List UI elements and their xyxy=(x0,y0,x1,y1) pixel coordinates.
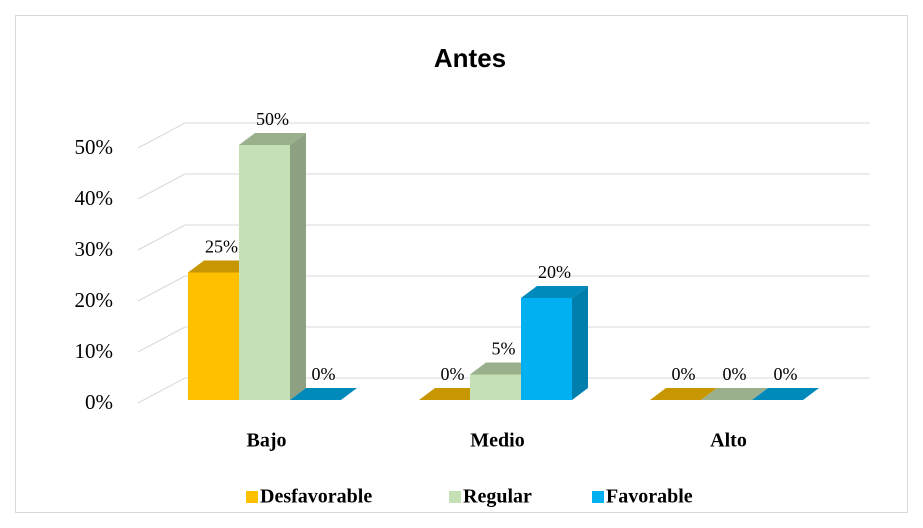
value-label: 0% xyxy=(312,364,336,384)
chart-border xyxy=(15,15,908,513)
bar-top xyxy=(419,388,486,400)
legend-label: Desfavorable xyxy=(260,486,372,508)
bar-top xyxy=(470,362,537,375)
value-label: 50% xyxy=(256,109,289,129)
x-tick-label: Bajo xyxy=(247,430,287,452)
bar-top xyxy=(290,388,357,400)
chart-title: Antes xyxy=(434,43,506,73)
grid-line xyxy=(137,275,186,302)
value-label: 20% xyxy=(538,262,571,282)
bar-side xyxy=(572,286,588,400)
bar xyxy=(470,374,521,400)
bar-top xyxy=(521,286,588,298)
value-label: 0% xyxy=(774,364,798,384)
legend-swatch xyxy=(449,491,461,503)
bar-side xyxy=(290,133,306,400)
bar-top xyxy=(752,388,819,400)
bar-top xyxy=(701,388,768,400)
y-tick-label: 40% xyxy=(75,186,114,210)
grid-line xyxy=(137,377,186,404)
bar xyxy=(521,298,572,400)
value-label: 25% xyxy=(205,237,238,257)
value-label: 5% xyxy=(492,339,516,359)
legend-label: Favorable xyxy=(606,486,693,508)
y-tick-label: 20% xyxy=(75,288,114,312)
bar xyxy=(188,272,239,400)
legend-swatch xyxy=(592,491,604,503)
y-tick-label: 30% xyxy=(75,237,114,261)
grid-line xyxy=(137,326,186,353)
bar-top xyxy=(239,133,306,145)
bar-top xyxy=(650,388,717,400)
value-label: 0% xyxy=(672,364,696,384)
y-tick-label: 50% xyxy=(75,135,114,159)
legend-label: Regular xyxy=(463,486,532,508)
x-tick-label: Alto xyxy=(710,430,747,452)
y-tick-label: 0% xyxy=(85,390,113,414)
value-label: 0% xyxy=(441,364,465,384)
y-tick-label: 10% xyxy=(75,339,114,363)
grid-line xyxy=(137,122,186,149)
value-label: 0% xyxy=(723,364,747,384)
bar xyxy=(239,145,290,400)
legend-swatch xyxy=(246,491,258,503)
grid-line xyxy=(137,224,186,251)
grid-line xyxy=(137,173,186,200)
x-tick-label: Medio xyxy=(470,430,524,452)
bar-top xyxy=(188,260,255,273)
